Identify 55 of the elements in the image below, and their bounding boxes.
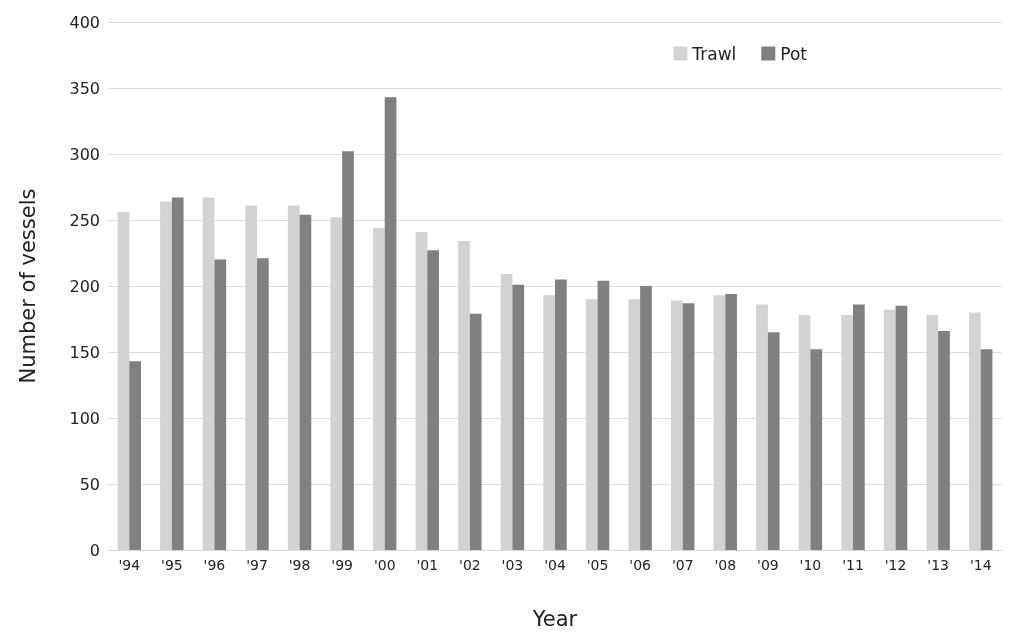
x-tick-label: '11 xyxy=(842,557,864,573)
x-tick-label: '12 xyxy=(884,557,907,573)
bar xyxy=(725,293,737,550)
x-tick-label: '10 xyxy=(799,557,822,573)
x-tick-label: '96 xyxy=(203,557,226,573)
x-tick-label: '14 xyxy=(969,557,992,573)
x-tick-label: '02 xyxy=(459,557,481,573)
bar xyxy=(299,214,312,550)
y-tick-label: 150 xyxy=(69,342,100,362)
x-tick-label: '09 xyxy=(757,557,779,573)
y-tick-label: 300 xyxy=(69,144,100,164)
x-tick-label: '99 xyxy=(331,557,353,573)
x-tick-label: '08 xyxy=(714,557,737,573)
legend-label: Pot xyxy=(780,43,808,64)
bar xyxy=(980,349,993,550)
bar xyxy=(171,197,184,550)
bar xyxy=(384,97,397,550)
x-tick-label: '00 xyxy=(373,557,396,573)
bar xyxy=(469,313,482,550)
y-tick-label: 0 xyxy=(89,540,100,560)
bar xyxy=(342,151,354,550)
x-tick-label: '03 xyxy=(501,557,524,573)
x-tick-label: '13 xyxy=(927,557,949,573)
bar xyxy=(853,304,865,550)
x-tick-label: '01 xyxy=(416,557,439,573)
bar xyxy=(682,303,695,550)
bar xyxy=(129,361,141,550)
y-tick-label: 350 xyxy=(69,78,100,98)
y-axis-title: Number of vessels xyxy=(15,188,40,384)
legend-label: Trawl xyxy=(691,43,737,64)
bar xyxy=(810,349,823,550)
x-tick-label: '98 xyxy=(288,557,311,573)
bar xyxy=(767,332,780,550)
bar xyxy=(427,250,439,550)
x-tick-label: '07 xyxy=(671,557,694,573)
bar xyxy=(597,280,610,550)
y-tick-label: 200 xyxy=(69,276,100,296)
bar xyxy=(257,258,269,550)
x-tick-label: '95 xyxy=(161,557,183,573)
bar xyxy=(640,286,652,550)
y-tick-label: 400 xyxy=(69,12,100,32)
y-tick-label: 250 xyxy=(69,210,100,230)
bar xyxy=(512,284,525,550)
x-tick-label: '06 xyxy=(629,557,652,573)
bar xyxy=(214,259,227,550)
x-axis-title: Year xyxy=(531,606,578,631)
bar xyxy=(895,305,908,550)
y-tick-label: 100 xyxy=(69,408,100,428)
x-tick-label: '97 xyxy=(246,557,268,573)
x-tick-label: '05 xyxy=(586,557,609,573)
bar xyxy=(555,279,567,550)
x-tick-label: '04 xyxy=(544,557,566,573)
bar xyxy=(938,330,950,550)
x-tick-label: '94 xyxy=(118,557,141,573)
y-tick-label: 50 xyxy=(79,474,100,494)
